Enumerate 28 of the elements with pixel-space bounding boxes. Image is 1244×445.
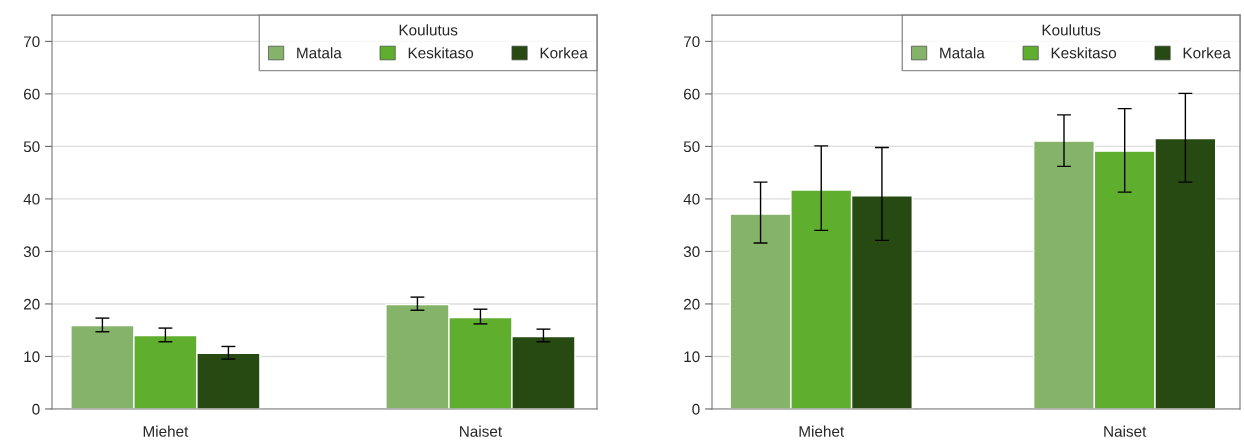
y-tick-label: 0 bbox=[692, 403, 700, 415]
y-tick-label: 40 bbox=[23, 193, 40, 205]
y-tick-label: 10 bbox=[684, 351, 700, 363]
y-tick-label: 70 bbox=[683, 36, 700, 48]
legend-title: Koulutus bbox=[399, 24, 458, 36]
y-tick-label: 30 bbox=[683, 246, 700, 258]
x-tick-label: Miehet bbox=[799, 425, 845, 437]
legend-label: Matala bbox=[297, 47, 342, 59]
x-tick-label: Miehet bbox=[143, 425, 189, 437]
y-tick-label: 60 bbox=[23, 88, 40, 100]
legend-label: Matala bbox=[940, 47, 985, 59]
y-tick-label: 20 bbox=[23, 298, 40, 310]
y-tick-label: 50 bbox=[683, 141, 700, 153]
legend-title: Koulutus bbox=[1042, 24, 1101, 36]
y-tick-label: 10 bbox=[24, 351, 40, 363]
y-tick-label: 40 bbox=[683, 193, 700, 205]
y-tick-label: 70 bbox=[23, 36, 40, 48]
legend-label: Keskitaso bbox=[408, 47, 474, 59]
y-tick-label: 0 bbox=[32, 403, 40, 415]
x-tick-label: Naiset bbox=[1104, 425, 1147, 437]
legend-label: Korkea bbox=[540, 47, 588, 59]
x-tick-label: Naiset bbox=[460, 425, 502, 437]
y-tick-label: 30 bbox=[23, 246, 40, 258]
y-tick-label: 20 bbox=[683, 298, 700, 310]
legend-label: Korkea bbox=[1183, 47, 1231, 59]
y-tick-label: 60 bbox=[683, 88, 700, 100]
legend-label: Keskitaso bbox=[1051, 47, 1117, 59]
y-tick-label: 50 bbox=[23, 141, 40, 153]
